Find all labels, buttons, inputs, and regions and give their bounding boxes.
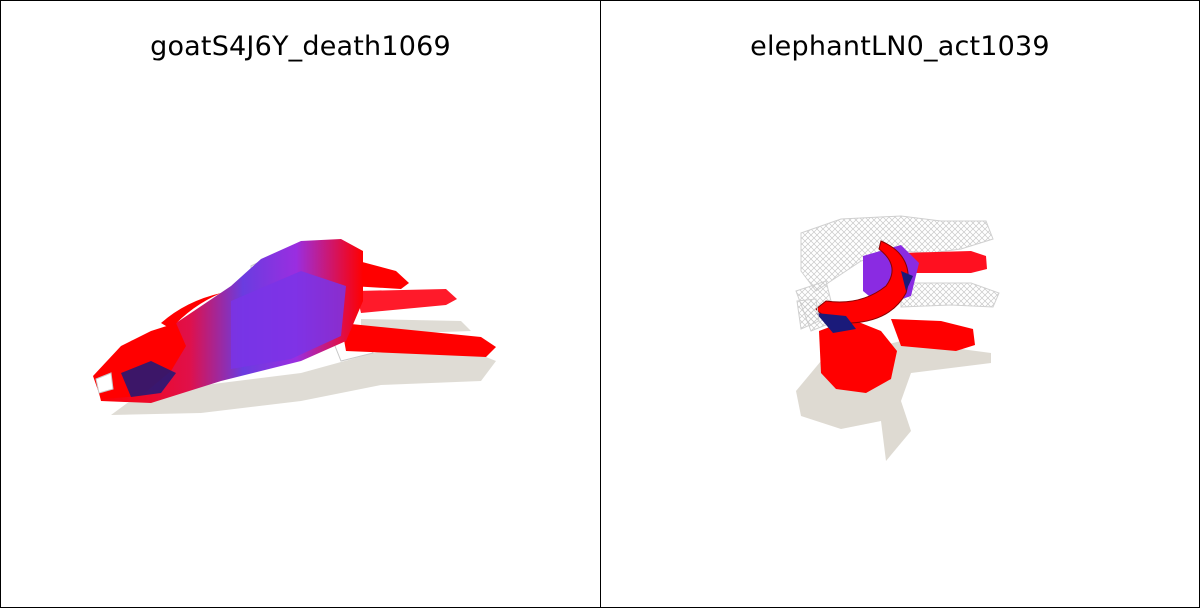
elephant-render (795, 215, 1000, 461)
elephant-dark-patch (816, 271, 913, 333)
goat-horn (161, 293, 221, 329)
goat-leg (356, 289, 457, 313)
goat-shadow (111, 351, 496, 415)
elephant-leg (901, 251, 987, 273)
goat-leg (351, 259, 409, 289)
panel-elephant: elephantLN0_act1039 (601, 1, 1199, 607)
goat-wireframe (95, 372, 114, 394)
goat-head-dark (121, 361, 176, 397)
elephant-wireframe (796, 298, 820, 330)
elephant-wireframe (900, 282, 1000, 308)
goat-body-patch (231, 271, 346, 369)
panel-title: elephantLN0_act1039 (750, 31, 1050, 62)
panel-goat: goatS4J6Y_death1069 (1, 1, 600, 607)
panel-divider (600, 1, 601, 607)
goat-leg (341, 323, 496, 357)
elephant-leg (891, 319, 975, 351)
goat-render (93, 239, 496, 415)
goat-head (93, 323, 186, 399)
elephant-head (819, 319, 897, 393)
panel-title: goatS4J6Y_death1069 (150, 31, 451, 62)
